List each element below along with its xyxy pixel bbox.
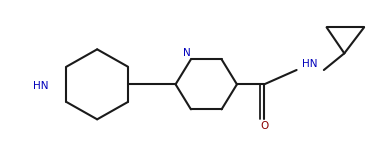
Text: O: O	[260, 121, 268, 131]
Text: N: N	[183, 48, 191, 58]
Text: HN: HN	[33, 81, 49, 91]
Text: HN: HN	[303, 59, 318, 69]
